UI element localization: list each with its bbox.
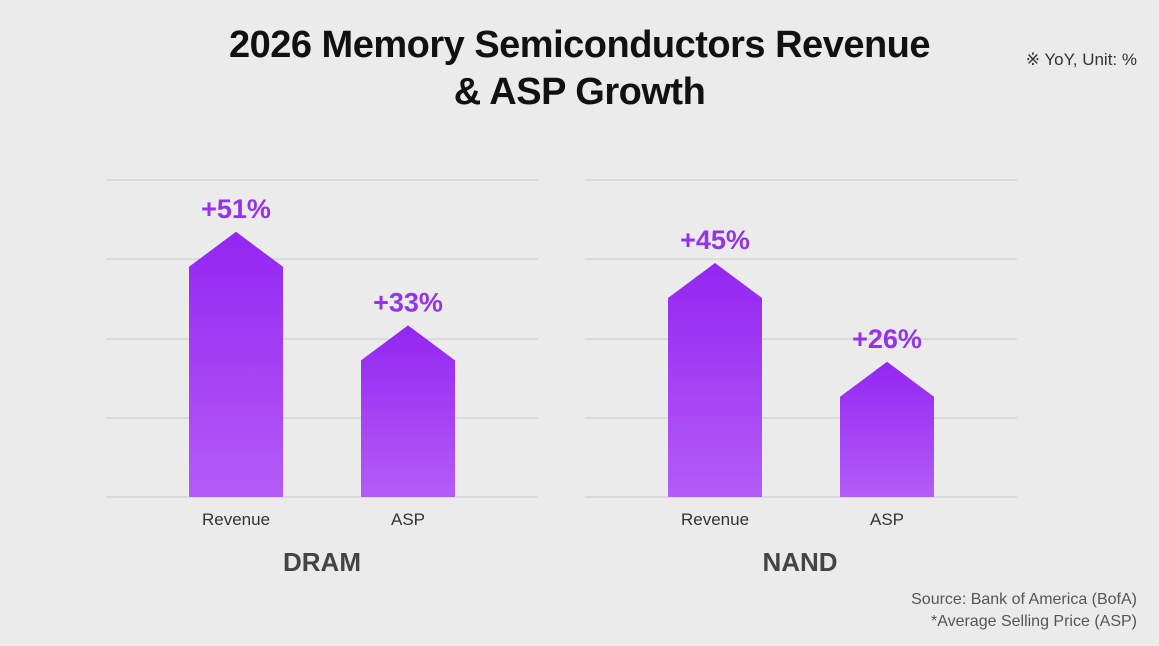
source-notes: Source: Bank of America (BofA) *Average … xyxy=(911,589,1137,633)
data-label: +51% xyxy=(201,194,271,224)
category-label: Revenue xyxy=(681,510,749,529)
chart-panel-dram: +51% Revenue +33% ASP DRAM xyxy=(106,179,538,577)
unit-note: ※ YoY, Unit: % xyxy=(1025,50,1137,69)
data-label: +45% xyxy=(680,225,750,255)
group-label: NAND xyxy=(762,547,837,577)
data-label: +33% xyxy=(373,287,443,317)
chart-panel-nand: +45% Revenue +26% ASP NAND xyxy=(585,179,1017,577)
footnote-text: *Average Selling Price (ASP) xyxy=(930,613,1137,630)
bar-nand-revenue xyxy=(668,263,762,497)
bar-dram-revenue xyxy=(189,231,283,498)
chart-title: 2026 Memory Semiconductors Revenue & ASP… xyxy=(0,22,1159,116)
category-label: ASP xyxy=(870,510,904,529)
group-label: DRAM xyxy=(283,547,361,577)
bar-nand-asp xyxy=(840,361,934,497)
bar-dram-asp xyxy=(361,325,455,497)
title-line-2: & ASP Growth xyxy=(453,71,706,113)
category-label: Revenue xyxy=(202,510,270,529)
category-label: ASP xyxy=(391,510,425,529)
source-text: Source: Bank of America (BofA) xyxy=(911,591,1137,608)
data-label: +26% xyxy=(852,324,922,354)
title-line-1: 2026 Memory Semiconductors Revenue xyxy=(228,24,931,66)
